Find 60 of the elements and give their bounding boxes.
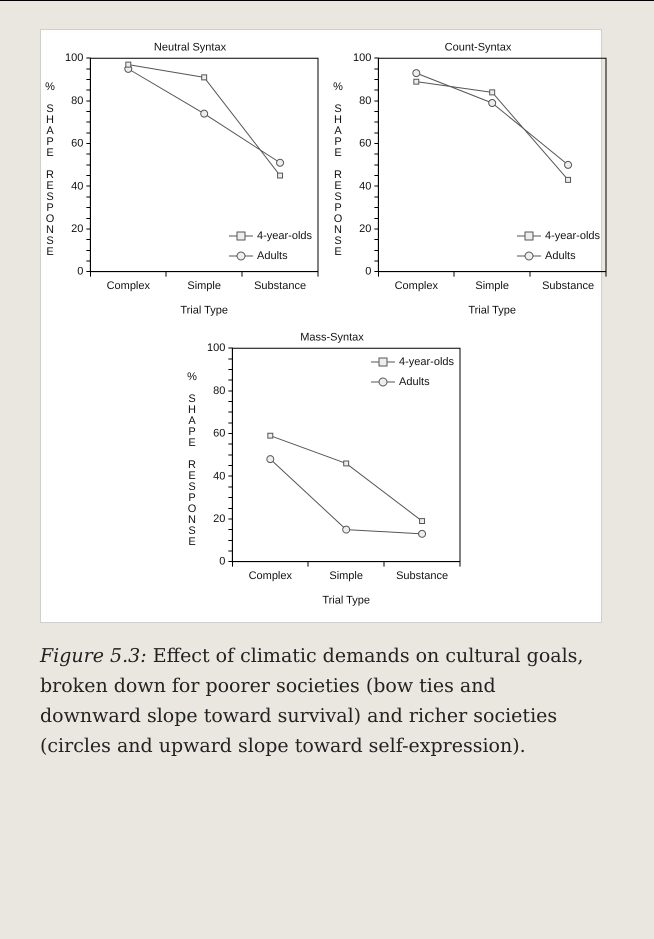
y-tick-label: 100	[352, 52, 372, 64]
point	[266, 455, 274, 464]
point	[565, 176, 572, 183]
y-tick-label: 20	[71, 222, 84, 235]
point	[343, 460, 350, 466]
y-axis-title: % SHAPE RESPONSE	[332, 81, 344, 257]
x-tick-label: Complex	[248, 570, 292, 582]
x-tick-label: Substance	[396, 570, 448, 582]
point	[125, 62, 132, 68]
y-tick-label: 80	[359, 94, 372, 107]
x-axis-title: Trial Type	[322, 594, 370, 606]
point	[413, 78, 420, 85]
x-axis-title: Trial Type	[468, 304, 516, 316]
x-tick-label: Simple	[475, 280, 509, 292]
y-tick-label: 60	[71, 138, 84, 150]
chart-title: Count-Syntax	[444, 42, 512, 54]
point	[342, 526, 350, 534]
legend-label: Adults	[399, 376, 430, 388]
point	[488, 99, 496, 108]
y-tick-label: 100	[64, 52, 84, 64]
y-tick-label: 40	[213, 470, 226, 482]
point	[277, 172, 284, 179]
x-tick-label: Substance	[254, 280, 306, 292]
x-tick-label: Simple	[187, 280, 221, 292]
point	[200, 110, 208, 118]
legend-label: 4-year-olds	[257, 230, 312, 242]
chart-title: Mass-Syntax	[300, 332, 364, 344]
point	[412, 69, 420, 78]
y-axis-title: % SHAPE RESPONSE	[186, 371, 198, 547]
y-tick-label: 20	[213, 512, 226, 525]
y-tick-label: 0	[219, 556, 226, 568]
point	[564, 160, 572, 169]
point	[418, 530, 426, 538]
caption: Figure 5.3: Effect of climatic demands on cultural goals, broken down for poorer societies (bow ties and downward slope toward survival) and richer societies (circles and upward slope toward self-expression).	[40, 644, 584, 759]
legend-label: 4-year-olds	[399, 356, 454, 368]
point	[201, 74, 208, 80]
y-tick-label: 80	[213, 384, 226, 397]
x-axis-title: Trial Type	[180, 304, 228, 316]
y-tick-label: 80	[71, 94, 84, 107]
chart-title: Neutral Syntax	[154, 42, 227, 54]
legend-label: Adults	[257, 250, 288, 262]
y-tick-label: 40	[71, 180, 84, 192]
point	[419, 518, 426, 524]
y-tick-label: 60	[359, 138, 372, 150]
x-tick-label: Complex	[106, 280, 150, 292]
point	[276, 158, 284, 167]
y-tick-label: 20	[359, 222, 372, 235]
legend-label: Adults	[545, 250, 576, 262]
y-axis-title: % SHAPE RESPONSE	[44, 81, 56, 257]
x-tick-label: Simple	[329, 570, 363, 582]
point	[489, 89, 496, 96]
legend-label: 4-year-olds	[545, 230, 600, 242]
point	[267, 432, 274, 439]
x-tick-label: Complex	[394, 280, 438, 292]
y-tick-label: 0	[365, 266, 372, 278]
y-tick-label: 0	[77, 266, 84, 278]
x-tick-label: Substance	[542, 280, 594, 292]
y-tick-label: 60	[213, 428, 226, 440]
y-tick-label: 100	[206, 342, 226, 354]
y-tick-label: 40	[359, 180, 372, 192]
